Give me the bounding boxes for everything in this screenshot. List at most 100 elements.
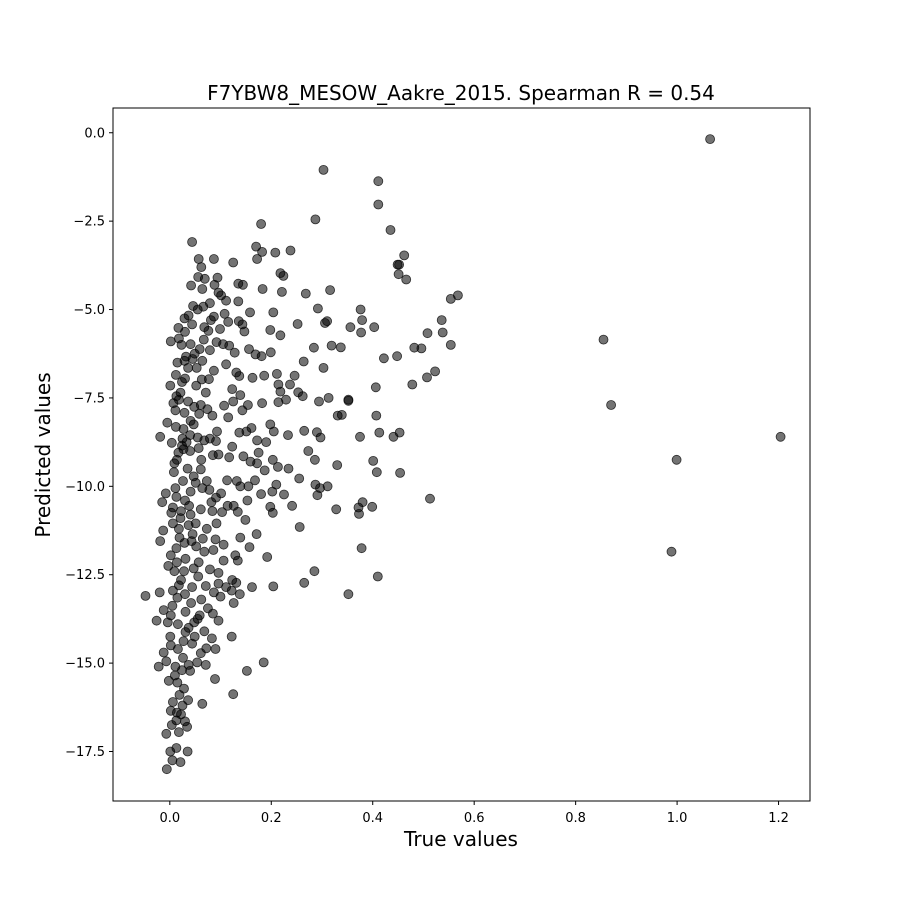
- data-point: [268, 307, 279, 318]
- data-point: [247, 582, 257, 592]
- data-point: [401, 274, 412, 285]
- data-point: [244, 542, 255, 552]
- data-point: [210, 674, 220, 684]
- data-point: [219, 400, 230, 411]
- data-point: [184, 500, 195, 511]
- data-point: [166, 720, 177, 730]
- data-point: [161, 656, 172, 667]
- data-point: [178, 476, 188, 486]
- data-point: [158, 605, 169, 615]
- data-point: [185, 339, 196, 350]
- data-point: [445, 339, 456, 350]
- data-point: [394, 259, 405, 270]
- data-point: [155, 536, 166, 546]
- x-tick-label: 0.6: [464, 811, 485, 826]
- y-axis-label: Predicted values: [31, 372, 55, 537]
- data-point: [172, 357, 183, 368]
- data-point: [251, 529, 262, 539]
- data-point: [171, 743, 182, 753]
- y-tick-label: −5.0: [73, 303, 105, 318]
- data-point: [213, 615, 224, 626]
- x-axis: 0.0 0.2 0.4 0.6 0.8 1.0 1.2: [159, 801, 789, 826]
- data-point: [171, 391, 182, 402]
- data-point: [243, 481, 254, 492]
- data-point: [161, 764, 172, 775]
- x-tick-label: 1.0: [667, 811, 688, 826]
- data-point: [218, 555, 229, 566]
- data-point: [196, 454, 207, 465]
- data-point: [279, 489, 289, 500]
- x-tick-label: 0.4: [362, 811, 383, 826]
- data-point: [199, 626, 210, 637]
- data-point: [167, 755, 178, 766]
- data-point: [180, 553, 191, 564]
- data-point: [257, 398, 268, 409]
- data-point: [253, 447, 264, 458]
- chart-title: F7YBW8_MESOW_Aakre_2015. Spearman R = 0.…: [207, 81, 715, 105]
- data-point: [235, 532, 246, 543]
- data-point: [250, 475, 260, 486]
- data-point: [180, 627, 191, 637]
- data-point: [189, 617, 200, 628]
- data-point: [298, 356, 309, 367]
- data-point: [165, 380, 176, 391]
- y-tick-label: 0.0: [84, 126, 105, 141]
- data-point: [320, 318, 330, 328]
- data-point: [314, 396, 324, 407]
- data-point: [262, 552, 273, 562]
- data-point: [356, 327, 367, 338]
- data-point: [395, 467, 406, 478]
- plot-area-frame: [112, 107, 811, 802]
- data-point: [197, 355, 208, 366]
- data-point: [232, 506, 243, 517]
- data-point: [182, 463, 193, 474]
- data-point: [283, 463, 294, 474]
- data-point: [299, 425, 310, 436]
- data-point: [207, 506, 218, 517]
- data-point: [221, 295, 232, 306]
- data-point: [175, 757, 186, 767]
- data-point: [172, 619, 183, 630]
- data-point: [311, 427, 322, 438]
- y-tick-label: −2.5: [73, 215, 105, 230]
- y-tick-label: −7.5: [73, 391, 105, 406]
- data-point: [281, 394, 291, 405]
- data-point: [240, 515, 251, 525]
- data-point: [175, 513, 186, 523]
- data-point: [227, 441, 238, 452]
- data-point: [198, 334, 209, 345]
- data-point: [179, 407, 190, 418]
- data-point: [188, 471, 199, 482]
- data-point: [422, 372, 432, 383]
- data-point: [336, 409, 347, 420]
- data-point: [237, 279, 248, 290]
- data-point: [196, 262, 207, 273]
- data-point: [430, 366, 441, 377]
- data-point: [195, 464, 206, 475]
- data-point: [200, 660, 211, 670]
- data-point: [197, 483, 208, 494]
- data-point: [245, 307, 255, 318]
- data-point: [271, 479, 282, 490]
- data-point: [187, 319, 198, 330]
- data-point: [287, 500, 298, 511]
- data-point: [206, 633, 217, 644]
- data-point: [201, 523, 212, 534]
- data-point: [309, 454, 320, 465]
- data-point: [257, 246, 268, 257]
- data-point: [355, 431, 365, 442]
- data-point: [161, 728, 172, 739]
- data-point: [180, 606, 191, 617]
- y-tick-label: −10.0: [65, 480, 105, 495]
- data-point: [202, 603, 213, 614]
- data-point: [239, 326, 250, 337]
- data-point: [186, 598, 197, 608]
- data-point: [425, 493, 435, 504]
- data-point: [312, 303, 323, 314]
- data-point: [416, 343, 427, 354]
- data-point: [223, 412, 234, 423]
- data-point: [186, 536, 197, 546]
- data-point: [204, 345, 215, 356]
- data-point: [259, 370, 270, 381]
